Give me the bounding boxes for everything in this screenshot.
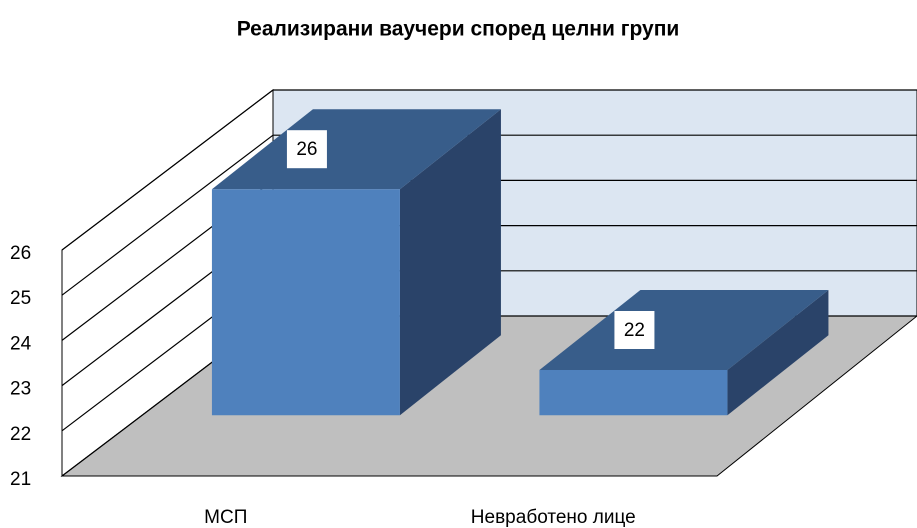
data-label: 26 xyxy=(296,139,317,160)
data-label-box xyxy=(286,130,327,169)
y-tick-label: 24 xyxy=(10,333,32,354)
grid-line xyxy=(61,89,917,251)
bar-front xyxy=(539,370,728,416)
y-tick-label: 22 xyxy=(10,424,31,445)
y-tick-label: 23 xyxy=(10,379,31,400)
bar-side xyxy=(727,290,829,416)
bar-top xyxy=(539,290,829,370)
x-tick-label: Невработено лице xyxy=(471,507,636,528)
bar xyxy=(211,109,501,416)
y-tick-label: 25 xyxy=(10,288,31,309)
chart-title: Реализирани ваучери според целни групи xyxy=(237,18,680,41)
bar xyxy=(539,290,829,416)
bar-front xyxy=(211,189,400,416)
data-label: 22 xyxy=(624,320,645,341)
grid-line xyxy=(61,134,917,296)
bar-top xyxy=(211,109,501,190)
data-label-box xyxy=(614,311,655,349)
y-tick-label: 21 xyxy=(10,469,31,490)
x-tick-label: МСП xyxy=(204,507,247,528)
bar-side xyxy=(399,109,501,416)
y-tick-label: 26 xyxy=(10,243,31,264)
